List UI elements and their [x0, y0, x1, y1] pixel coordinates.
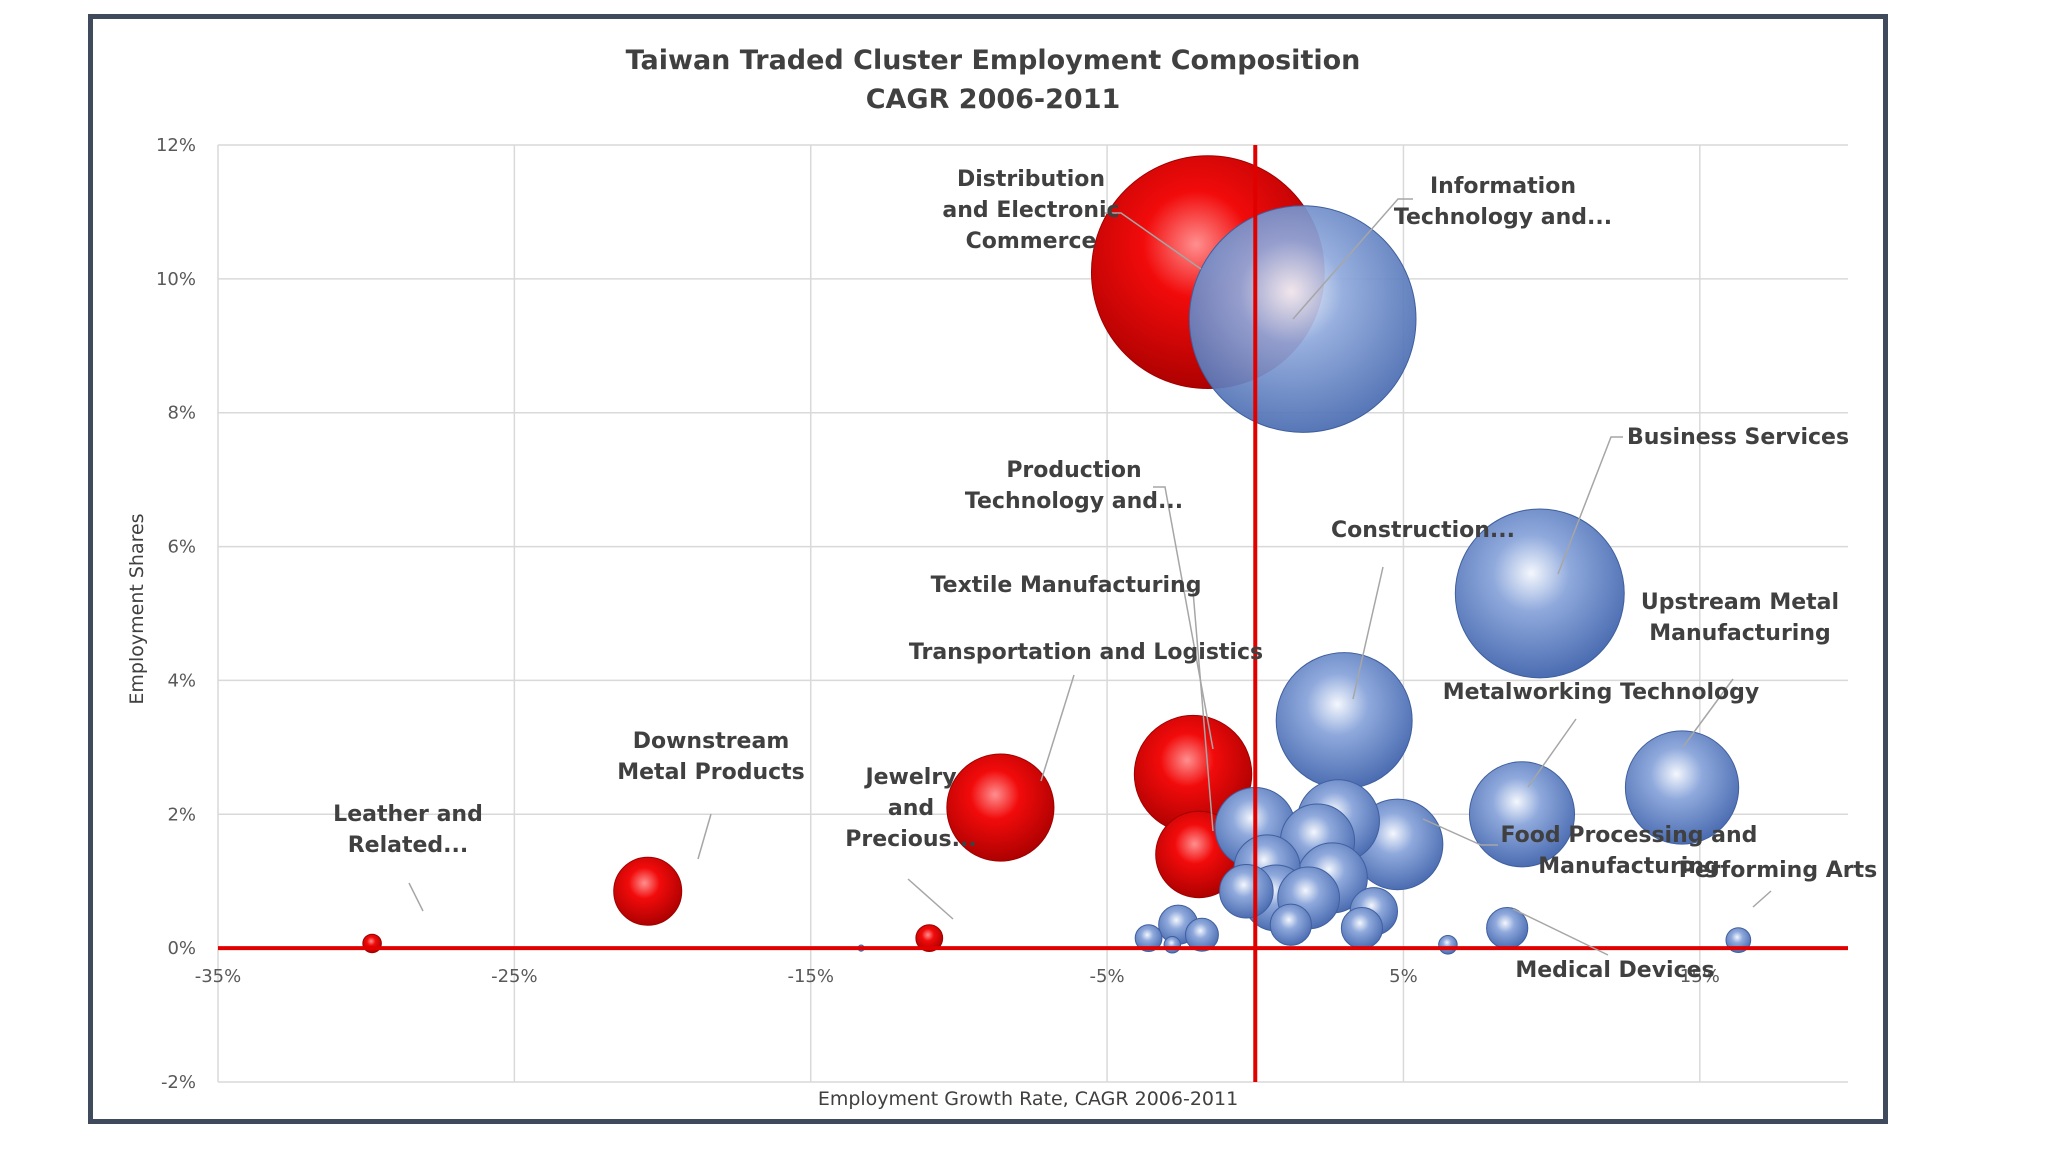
- bubble-series: [362, 155, 1752, 955]
- bubble-label: Production Technology and...: [965, 458, 1183, 514]
- bubble-label-line: Related...: [348, 833, 469, 858]
- bubble-label: Downstream Metal Products: [617, 729, 805, 785]
- bubble-label: Business Services: [1627, 425, 1849, 450]
- bubble-label-line: Commerce: [966, 229, 1097, 254]
- bubble-label-line: Downstream: [633, 729, 790, 754]
- bubble-label-line: Leather and: [333, 802, 483, 827]
- bubble-label-line: Transportation and Logistics: [909, 640, 1263, 665]
- bubble-label: Medical Devices: [1515, 958, 1714, 983]
- bubble-label-line: Performing Arts: [1679, 858, 1877, 883]
- leader-lines: [408, 198, 1772, 956]
- bubble-label-line: Medical Devices: [1515, 958, 1714, 983]
- x-axis-tick-labels: -35% -25% -15% -5% 5% 15%: [195, 966, 1720, 987]
- leader-line: [907, 878, 954, 920]
- bubble-label-line: Metal Products: [617, 760, 805, 785]
- y-tick-label: 10%: [156, 269, 196, 290]
- bubble-label-line: Food Processing and: [1501, 823, 1758, 848]
- bubble-label: Leather and Related...: [333, 802, 483, 858]
- bubble-label-line: Textile Manufacturing: [931, 573, 1202, 598]
- bubble-label-line: Information: [1430, 174, 1576, 199]
- bubble-label-line: Precious...: [845, 827, 976, 852]
- x-tick-label: 5%: [1389, 966, 1418, 987]
- bubble: [1219, 863, 1274, 919]
- bubble-label: Transportation and Logistics: [909, 640, 1263, 665]
- bubble-label: Information Technology and...: [1394, 174, 1612, 230]
- y-tick-label: 6%: [167, 537, 196, 558]
- bubble: [1468, 761, 1576, 868]
- bubble: [1454, 508, 1625, 679]
- bubble-label: Distribution and Electronic Commerce: [942, 167, 1119, 254]
- bubble-labels: Distribution and Electronic Commerce Inform…: [333, 167, 1877, 983]
- x-tick-label: -15%: [787, 966, 834, 987]
- reference-lines: [218, 145, 1848, 1082]
- bubble: [1188, 205, 1417, 433]
- y-tick-label: 8%: [167, 403, 196, 424]
- x-axis-title: Employment Growth Rate, CAGR 2006-2011: [818, 1088, 1238, 1110]
- bubble-label: Jewelry and Precious...: [845, 765, 976, 852]
- y-tick-label: 4%: [167, 670, 196, 691]
- y-tick-label: 12%: [156, 135, 196, 156]
- leader-line: [1422, 818, 1498, 846]
- bubble: [1163, 936, 1182, 954]
- bubble-label-line: Manufacturing: [1538, 854, 1720, 879]
- leader-line: [1512, 908, 1609, 956]
- bubble: [1269, 903, 1312, 946]
- x-tick-label: -5%: [1090, 966, 1125, 987]
- bubble-label-line: Manufacturing: [1649, 621, 1831, 646]
- bubble-label: Metalworking Technology: [1443, 680, 1759, 705]
- leader-line: [1101, 212, 1202, 270]
- y-axis-title: Employment Shares: [126, 513, 148, 704]
- bubble-label-line: Metalworking Technology: [1443, 680, 1759, 705]
- bubble: [1624, 730, 1740, 845]
- chart-title: Taiwan Traded Cluster Employment Composi…: [626, 45, 1361, 76]
- bubble: [946, 753, 1055, 862]
- leader-line: [1527, 718, 1577, 788]
- x-tick-label: 15%: [1680, 966, 1720, 987]
- bubble: [1340, 906, 1384, 950]
- bubble-label: Performing Arts: [1679, 858, 1877, 883]
- y-tick-label: -2%: [161, 1072, 196, 1093]
- leader-line: [1183, 590, 1214, 832]
- bubble: [613, 856, 683, 926]
- bubble: [915, 924, 944, 952]
- bubble-label-line: and: [888, 796, 934, 821]
- bubble-label-line: Business Services: [1627, 425, 1849, 450]
- chart-title-block: Taiwan Traded Cluster Employment Composi…: [626, 45, 1361, 115]
- leader-line: [1682, 678, 1734, 748]
- leader-line: [1040, 674, 1075, 782]
- leader-line: [1557, 436, 1623, 575]
- bubble-label-line: Technology and...: [965, 489, 1183, 514]
- bubble-label: Upstream Metal Manufacturing: [1641, 590, 1839, 646]
- leader-line: [408, 882, 424, 912]
- bubble: [1134, 924, 1163, 952]
- x-tick-label: -25%: [491, 966, 538, 987]
- bubble-label: Construction...: [1331, 518, 1515, 543]
- bubble: [1438, 935, 1458, 955]
- bubble-label-line: Jewelry: [863, 765, 956, 790]
- leader-line: [697, 813, 712, 860]
- bubble-label-line: Construction...: [1331, 518, 1515, 543]
- leader-line: [1292, 198, 1413, 320]
- y-axis-tick-labels: -2% 0% 2% 4% 6% 8% 10% 12%: [156, 135, 196, 1093]
- bubble-label: Textile Manufacturing: [931, 573, 1202, 598]
- bubble-label-line: and Electronic: [942, 198, 1119, 223]
- x-tick-label: -35%: [195, 966, 242, 987]
- y-tick-label: 0%: [167, 938, 196, 959]
- chart-frame: Taiwan Traded Cluster Employment Composi…: [88, 14, 1888, 1124]
- chart-subtitle: CAGR 2006-2011: [866, 84, 1121, 115]
- leader-line: [1153, 486, 1214, 750]
- leader-line: [1752, 890, 1772, 908]
- bubble: [1184, 917, 1219, 952]
- bubble-label-line: Upstream Metal: [1641, 590, 1839, 615]
- bubble-label-line: Production: [1006, 458, 1141, 483]
- bubble-label-line: Technology and...: [1394, 205, 1612, 230]
- bubble-label-line: Distribution: [957, 167, 1105, 192]
- y-tick-label: 2%: [167, 804, 196, 825]
- bubble-label: Food Processing and Manufacturing: [1501, 823, 1758, 879]
- leader-line: [1352, 566, 1384, 700]
- bubble: [1275, 652, 1413, 790]
- bubble-chart: Taiwan Traded Cluster Employment Composi…: [126, 45, 1877, 1110]
